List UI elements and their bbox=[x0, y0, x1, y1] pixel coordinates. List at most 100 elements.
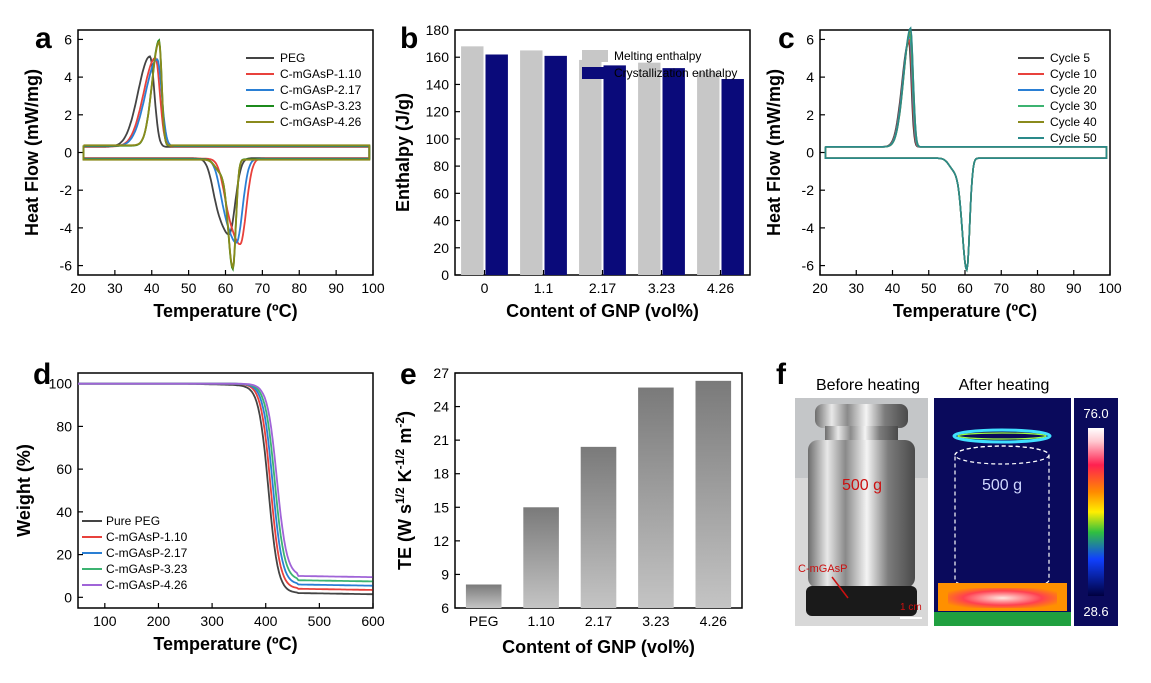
y-tick-label: 0 bbox=[64, 145, 72, 161]
x-axis-title: Temperature (ºC) bbox=[153, 301, 297, 321]
x-tick-label: 60 bbox=[218, 280, 234, 296]
bar-Crystallization enthalpy-1.1 bbox=[544, 55, 567, 275]
y-tick-label: -6 bbox=[60, 258, 73, 274]
ir-warm-base bbox=[934, 612, 1071, 626]
y-tick-label: 80 bbox=[56, 418, 72, 434]
y-tick-label: -2 bbox=[60, 182, 73, 198]
x-tick-label: 50 bbox=[181, 280, 197, 296]
y-tick-label: 60 bbox=[433, 185, 449, 201]
legend-entry: C-mGAsP-2.17 bbox=[106, 546, 188, 560]
bar-Melting enthalpy-0 bbox=[461, 46, 484, 276]
y-axis-title-superscript: -2 bbox=[393, 417, 407, 428]
legend-entry: Cycle 50 bbox=[1050, 131, 1097, 145]
y-tick-label: 100 bbox=[426, 131, 450, 147]
bar-2.17 bbox=[580, 446, 617, 608]
bar-4.26 bbox=[695, 380, 732, 608]
ir-weight-label: 500 g bbox=[982, 477, 1022, 494]
x-tick-label: 70 bbox=[993, 280, 1009, 296]
x-tick-label: 200 bbox=[147, 613, 171, 629]
y-axis-title: Heat Flow (mW/mg) bbox=[22, 69, 42, 236]
x-axis-title: Temperature (ºC) bbox=[893, 301, 1037, 321]
legend-entry: Cycle 5 bbox=[1050, 51, 1090, 65]
legend-entry: Cycle 30 bbox=[1050, 99, 1097, 113]
y-axis-title-superscript: 1/2 bbox=[393, 487, 407, 504]
panel-letter: e bbox=[400, 358, 417, 391]
ir-colorbar: 76.0 28.6 bbox=[1074, 398, 1118, 626]
y-tick-label: -2 bbox=[802, 182, 815, 198]
left-caption: Before heating bbox=[816, 377, 920, 394]
x-tick-label: 4.26 bbox=[700, 613, 727, 629]
y-tick-label: 27 bbox=[433, 365, 449, 381]
legend-entry: C-mGAsP-3.23 bbox=[280, 99, 362, 113]
legend-entry: C-mGAsP-2.17 bbox=[280, 83, 362, 97]
y-axis-title-superscript: -1/2 bbox=[393, 448, 407, 469]
ir-knob-ring bbox=[952, 428, 1052, 444]
right-caption: After heating bbox=[959, 377, 1050, 394]
ir-knob-glow bbox=[957, 432, 1047, 440]
series-line-Cycle 50 bbox=[824, 26, 1108, 273]
weight-body bbox=[808, 440, 915, 588]
legend-swatch bbox=[582, 67, 608, 79]
x-axis-title: Temperature (ºC) bbox=[153, 634, 297, 654]
y-axis-title: Weight (%) bbox=[14, 444, 34, 537]
y-tick-label: 0 bbox=[441, 267, 449, 283]
x-tick-label: 100 bbox=[93, 613, 117, 629]
colorbar-min: 28.6 bbox=[1083, 604, 1108, 619]
y-tick-label: 2 bbox=[64, 107, 72, 123]
bar-Melting enthalpy-1.1 bbox=[520, 50, 543, 275]
legend-entry: Cycle 20 bbox=[1050, 83, 1097, 97]
x-tick-label: 40 bbox=[144, 280, 160, 296]
after-heating-ir-image: 500 g bbox=[934, 398, 1071, 626]
bar-Melting enthalpy-4.26 bbox=[697, 72, 720, 275]
panel-letter: a bbox=[35, 22, 52, 55]
y-tick-label: 6 bbox=[806, 31, 814, 47]
legend-entry: C-mGAsP-1.10 bbox=[106, 530, 188, 544]
y-axis-title-part: K bbox=[395, 469, 415, 487]
y-tick-label: 40 bbox=[56, 504, 72, 520]
x-axis-title: Content of GNP (vol%) bbox=[502, 637, 695, 657]
ir-hot-sample bbox=[948, 588, 1057, 608]
x-tick-label: 0 bbox=[481, 280, 489, 296]
x-tick-label: 20 bbox=[70, 280, 86, 296]
x-tick-label: 2.17 bbox=[589, 280, 616, 296]
x-tick-label: 600 bbox=[361, 613, 385, 629]
y-tick-label: 6 bbox=[64, 31, 72, 47]
panel-letter: b bbox=[400, 22, 418, 55]
y-tick-label: 40 bbox=[433, 213, 449, 229]
panel-letter: d bbox=[33, 358, 51, 391]
y-tick-label: 24 bbox=[433, 399, 449, 415]
y-tick-label: 2 bbox=[806, 107, 814, 123]
y-tick-label: 4 bbox=[806, 69, 814, 85]
bar-Crystallization enthalpy-2.17 bbox=[603, 65, 626, 275]
x-tick-label: 3.23 bbox=[642, 613, 669, 629]
weight-label: 500 g bbox=[842, 477, 882, 494]
bar-1.10 bbox=[523, 507, 559, 608]
weight-knob bbox=[815, 404, 908, 428]
ir-weight-top bbox=[954, 445, 1050, 465]
legend-swatch bbox=[582, 50, 608, 62]
bar-Melting enthalpy-3.23 bbox=[638, 62, 661, 275]
x-tick-label: 400 bbox=[254, 613, 278, 629]
legend-entry: C-mGAsP-4.26 bbox=[106, 578, 188, 592]
legend-entry: Cycle 10 bbox=[1050, 67, 1097, 81]
y-tick-label: 120 bbox=[426, 104, 450, 120]
x-tick-label: 100 bbox=[1098, 280, 1122, 296]
x-tick-label: 80 bbox=[291, 280, 307, 296]
x-tick-label: 3.23 bbox=[648, 280, 675, 296]
y-axis-title-part: m bbox=[395, 428, 415, 449]
y-tick-label: 9 bbox=[441, 566, 449, 582]
x-tick-label: 30 bbox=[107, 280, 123, 296]
x-tick-label: 1.1 bbox=[534, 280, 554, 296]
weight-neck bbox=[825, 426, 898, 442]
x-tick-label: 1.10 bbox=[527, 613, 554, 629]
panel-c: c 20 30 40 50 60 70 80 90 100 -6 -4 -2 0 2 4 6 Cycle 5 Cyc… bbox=[764, 22, 1122, 321]
y-tick-label: -4 bbox=[802, 220, 815, 236]
y-tick-label: 180 bbox=[426, 22, 450, 38]
y-tick-label: 4 bbox=[64, 69, 72, 85]
y-tick-label: 60 bbox=[56, 461, 72, 477]
x-tick-label: 90 bbox=[1066, 280, 1082, 296]
legend-entry: PEG bbox=[280, 51, 305, 65]
legend-entry: C-mGAsP-1.10 bbox=[280, 67, 362, 81]
y-tick-label: -6 bbox=[802, 258, 815, 274]
